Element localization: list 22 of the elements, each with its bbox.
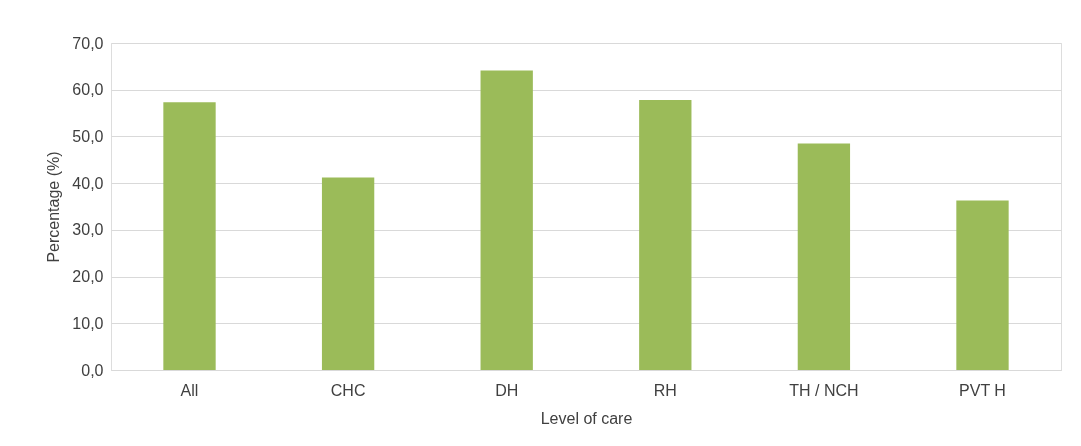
y-tick-label: 10,0 — [72, 314, 104, 332]
x-tick-label: All — [180, 381, 199, 399]
bar — [163, 102, 216, 370]
bar — [797, 143, 851, 370]
bar — [639, 99, 692, 370]
y-tick-label: 60,0 — [72, 81, 104, 99]
y-tick-label: 0,0 — [81, 361, 104, 379]
y-tick-label: 70,0 — [72, 34, 104, 52]
x-tick-label: DH — [495, 381, 519, 399]
y-tick-label: 20,0 — [72, 268, 104, 286]
x-tick-label: RH — [653, 381, 677, 399]
x-tick-label: TH / NCH — [789, 381, 859, 399]
bar — [480, 70, 533, 370]
x-tick-label: CHC — [330, 381, 366, 399]
y-axis-title: Percentage (%) — [45, 151, 63, 263]
bar — [956, 200, 1009, 370]
bar — [321, 177, 375, 370]
y-tick-label: 30,0 — [72, 221, 104, 239]
y-tick-label: 40,0 — [72, 174, 104, 192]
x-tick-label: PVT H — [959, 381, 1006, 399]
x-axis-title: Level of care — [540, 409, 633, 427]
y-tick-label: 50,0 — [72, 127, 104, 145]
